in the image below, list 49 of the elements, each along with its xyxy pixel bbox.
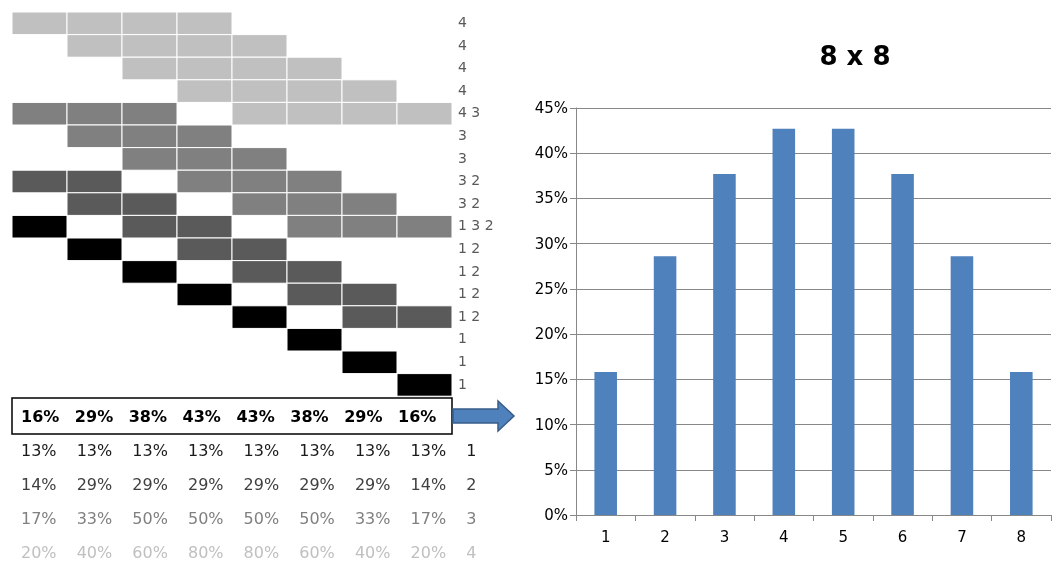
text: 4 — [458, 14, 467, 30]
y-tick-label: 5% — [544, 460, 568, 479]
bar — [950, 256, 974, 515]
y-tick-label: 35% — [534, 189, 568, 208]
x-tick-label: 1 — [600, 527, 611, 546]
text: 13% 13% 13% 13% 13% 13% 13% 13% 1 — [21, 440, 477, 460]
x-tick-label: 5 — [838, 527, 848, 546]
text: 1 2 — [458, 307, 481, 324]
text: 1 2 — [458, 285, 481, 302]
x-tick-label: 8 — [1016, 527, 1027, 546]
text: 20% 40% 60% 80% 80% 60% 40% 20% 4 — [21, 542, 477, 562]
bar — [772, 128, 796, 515]
y-tick-label: 45% — [534, 99, 568, 117]
y-tick-label: 30% — [534, 234, 568, 253]
text: 3 2 — [458, 194, 481, 211]
y-tick-label: 20% — [534, 325, 568, 344]
x-tick-label: 3 — [719, 527, 730, 546]
text: 1 — [458, 375, 467, 392]
text: 4 — [458, 36, 467, 53]
text: 3 — [458, 127, 467, 143]
text: 1 — [458, 353, 467, 369]
text: 4 — [458, 81, 467, 98]
y-tick-label: 15% — [534, 370, 568, 389]
bar — [594, 372, 617, 515]
text: 17% 33% 50% 50% 50% 50% 33% 17% 3 — [21, 508, 477, 528]
text: 4 3 — [458, 104, 481, 121]
text: 1 — [458, 330, 467, 347]
x-tick-label: 4 — [779, 527, 789, 546]
x-tick-label: 2 — [660, 527, 670, 546]
y-tick-label: 25% — [534, 279, 568, 298]
chart-title: 8 x 8 — [819, 41, 891, 71]
text: 1 3 2 — [458, 217, 494, 234]
y-tick-label: 40% — [534, 144, 568, 163]
x-tick-label: 7 — [957, 527, 967, 546]
y-tick-label: 10% — [534, 415, 568, 434]
bar — [831, 128, 855, 515]
text: 3 — [458, 149, 467, 166]
text: 14% 29% 29% 29% 29% 29% 29% 14% 2 — [21, 474, 477, 494]
bar — [713, 174, 736, 515]
text: 1 2 — [458, 240, 481, 256]
y-tick-label: 0% — [544, 506, 568, 524]
text: 16% 29% 38% 43% 43% 38% 29% 16% — [21, 406, 437, 426]
text: 1 2 — [458, 262, 481, 279]
x-tick-label: 6 — [897, 527, 908, 546]
text: 4 — [458, 59, 467, 76]
bar — [891, 174, 914, 515]
text: 3 2 — [458, 172, 481, 189]
bar — [1010, 372, 1033, 515]
bar — [653, 256, 677, 515]
